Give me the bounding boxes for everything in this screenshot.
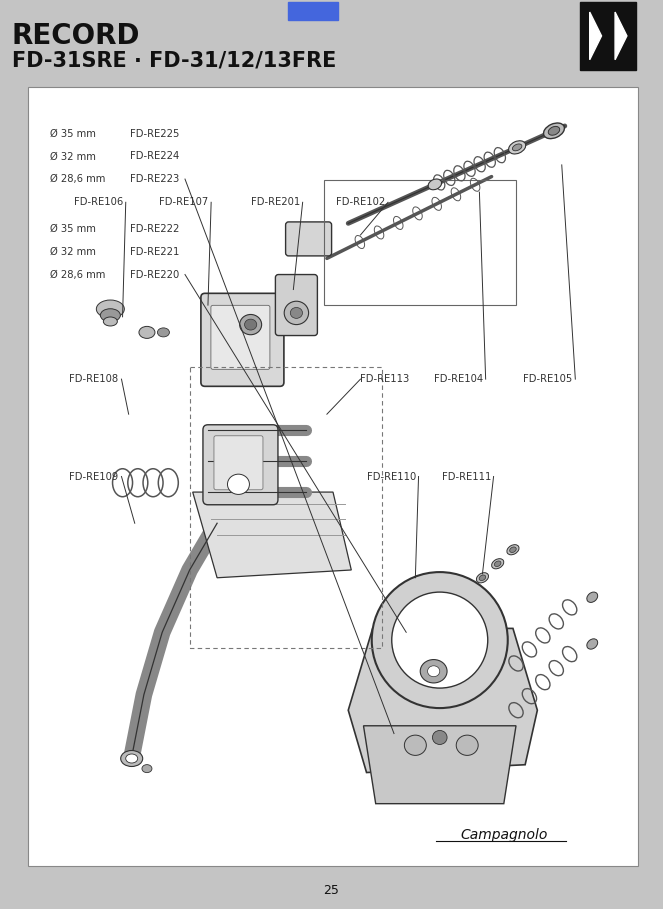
Text: FD-RE224: FD-RE224 [130, 151, 179, 162]
Ellipse shape [284, 301, 308, 325]
Text: FD-31SRE · FD-31/12/13FRE: FD-31SRE · FD-31/12/13FRE [12, 50, 336, 70]
Bar [580, 2, 636, 70]
Text: FD-RE106: FD-RE106 [74, 197, 123, 207]
Ellipse shape [428, 665, 440, 676]
Bar [190, 367, 382, 648]
Text: FD-RE110: FD-RE110 [367, 472, 416, 482]
Text: Ø 35 mm: Ø 35 mm [50, 128, 96, 139]
Text: FD-RE221: FD-RE221 [130, 246, 180, 257]
Polygon shape [589, 12, 601, 60]
Text: Ø 32 mm: Ø 32 mm [50, 151, 96, 162]
Text: Ø 28,6 mm: Ø 28,6 mm [50, 269, 105, 280]
Text: FD-RE105: FD-RE105 [523, 375, 573, 385]
Ellipse shape [544, 123, 564, 139]
Ellipse shape [239, 315, 262, 335]
Polygon shape [363, 725, 516, 804]
Text: FD-RE223: FD-RE223 [130, 174, 179, 185]
Ellipse shape [372, 572, 508, 708]
Text: FD-RE222: FD-RE222 [130, 224, 180, 235]
FancyBboxPatch shape [201, 294, 284, 386]
Ellipse shape [290, 307, 302, 318]
Text: FD-RE113: FD-RE113 [361, 375, 410, 385]
Text: FD-RE225: FD-RE225 [130, 128, 180, 139]
Ellipse shape [477, 573, 489, 583]
Text: FD-RE220: FD-RE220 [130, 269, 179, 280]
Text: RECORD: RECORD [12, 22, 141, 50]
Ellipse shape [227, 474, 249, 494]
Text: Ø 28,6 mm: Ø 28,6 mm [50, 174, 105, 185]
FancyBboxPatch shape [211, 305, 270, 369]
Ellipse shape [479, 575, 486, 581]
Ellipse shape [587, 639, 597, 649]
Text: Ø 35 mm: Ø 35 mm [50, 224, 96, 235]
Polygon shape [193, 492, 351, 578]
Ellipse shape [432, 731, 447, 744]
Ellipse shape [587, 592, 597, 603]
Ellipse shape [103, 317, 117, 326]
FancyBboxPatch shape [286, 222, 332, 256]
FancyBboxPatch shape [203, 425, 278, 504]
Text: FD-RE201: FD-RE201 [251, 197, 300, 207]
FancyBboxPatch shape [275, 275, 318, 335]
Ellipse shape [495, 561, 501, 566]
Ellipse shape [392, 592, 488, 688]
Text: Ø 32 mm: Ø 32 mm [50, 246, 96, 257]
Text: 25: 25 [324, 884, 339, 897]
Ellipse shape [404, 735, 426, 755]
Ellipse shape [245, 319, 257, 330]
FancyBboxPatch shape [214, 435, 263, 490]
Ellipse shape [126, 754, 138, 763]
Ellipse shape [456, 735, 478, 755]
Ellipse shape [548, 126, 560, 135]
Ellipse shape [157, 328, 170, 337]
Text: FD-RE104: FD-RE104 [434, 375, 483, 385]
Text: Campagnolo: Campagnolo [460, 828, 548, 842]
Polygon shape [615, 12, 627, 60]
Ellipse shape [428, 179, 442, 190]
Ellipse shape [121, 751, 143, 766]
Ellipse shape [510, 547, 516, 553]
Text: FD-RE102: FD-RE102 [336, 197, 385, 207]
Bar [288, 2, 338, 20]
Bar [28, 87, 638, 866]
Text: FD-RE109: FD-RE109 [70, 472, 119, 482]
Ellipse shape [492, 559, 504, 569]
Ellipse shape [100, 309, 121, 322]
Text: FD-RE111: FD-RE111 [442, 472, 491, 482]
Ellipse shape [512, 144, 522, 151]
Ellipse shape [509, 141, 526, 154]
Ellipse shape [420, 660, 447, 683]
Ellipse shape [142, 764, 152, 773]
Polygon shape [348, 628, 537, 773]
Text: FD-RE107: FD-RE107 [159, 197, 208, 207]
Ellipse shape [139, 326, 155, 338]
Ellipse shape [96, 300, 125, 318]
Text: FD-RE108: FD-RE108 [70, 375, 119, 385]
Ellipse shape [507, 544, 519, 554]
Bar [324, 181, 516, 305]
